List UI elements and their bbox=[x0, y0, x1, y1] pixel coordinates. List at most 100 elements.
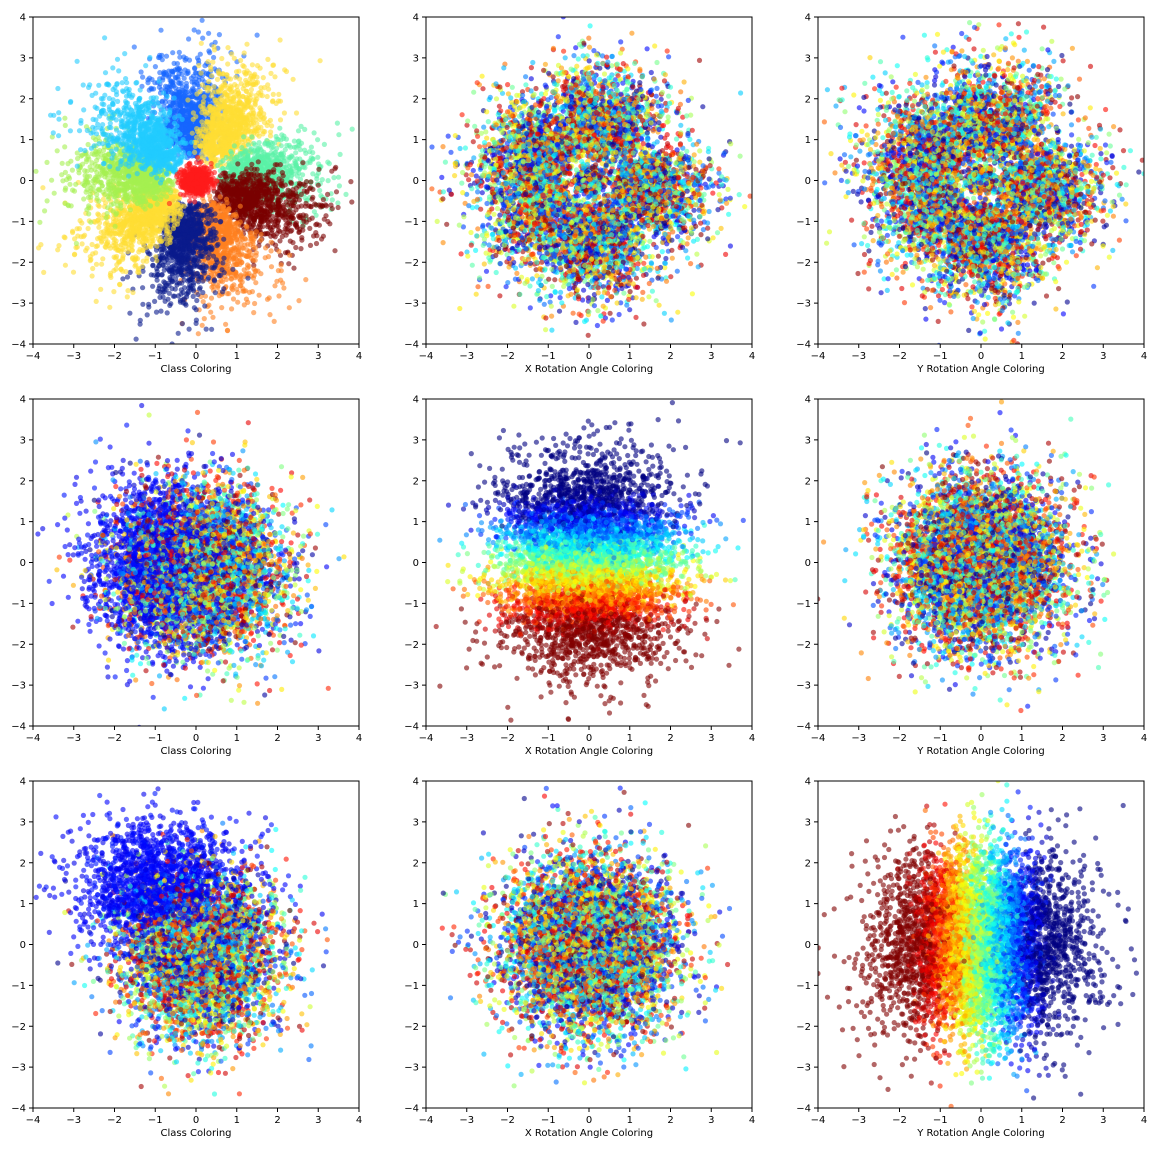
scatter-point bbox=[235, 240, 240, 245]
scatter-point bbox=[238, 58, 243, 63]
scatter-point bbox=[314, 233, 319, 238]
scatter-point bbox=[223, 137, 228, 142]
scatter-point bbox=[192, 150, 197, 155]
scatter-point bbox=[173, 75, 178, 80]
scatter-point bbox=[220, 166, 225, 171]
scatter-point bbox=[303, 183, 308, 188]
scatter-point bbox=[207, 86, 212, 91]
scatter-point bbox=[249, 92, 254, 97]
scatter-point bbox=[273, 243, 278, 248]
scatter-point bbox=[258, 110, 263, 115]
scatter-point bbox=[164, 72, 169, 77]
scatter-point bbox=[230, 247, 235, 252]
scatter-point bbox=[210, 60, 215, 65]
scatter-point bbox=[223, 322, 228, 327]
scatter-point bbox=[229, 197, 234, 202]
scatter-point bbox=[194, 80, 199, 85]
scatter-point bbox=[248, 242, 253, 247]
scatter-point bbox=[393, 164, 398, 169]
scatter-point bbox=[182, 76, 187, 81]
scatter-point bbox=[165, 84, 170, 89]
scatter-point bbox=[200, 290, 205, 295]
scatter-point bbox=[298, 246, 303, 251]
scatter-point bbox=[263, 140, 268, 145]
scatter-point bbox=[303, 204, 308, 209]
scatter-point bbox=[243, 78, 248, 83]
scatter-point bbox=[291, 210, 296, 215]
scatter-point bbox=[245, 124, 250, 129]
scatter-point bbox=[211, 284, 216, 289]
scatter-point bbox=[164, 54, 169, 59]
scatter-point bbox=[242, 236, 247, 241]
scatter-point bbox=[229, 151, 234, 156]
scatter-point bbox=[228, 188, 233, 193]
scatter-point bbox=[186, 36, 191, 41]
scatter-point bbox=[269, 240, 274, 245]
scatter-point bbox=[291, 266, 296, 271]
scatter-point bbox=[265, 82, 270, 87]
scatter-point bbox=[343, 192, 348, 197]
scatter-point bbox=[315, 137, 320, 142]
scatter-point bbox=[196, 63, 201, 68]
scatter-point bbox=[233, 75, 238, 80]
scatter-point bbox=[250, 150, 255, 155]
scatter-point bbox=[335, 121, 340, 126]
scatter-point bbox=[177, 50, 182, 55]
scatter-point bbox=[263, 200, 268, 205]
scatter-point bbox=[285, 203, 290, 208]
scatter-point bbox=[302, 165, 307, 170]
scatter-point bbox=[280, 280, 285, 285]
scatter-point bbox=[255, 33, 260, 38]
scatter-point bbox=[291, 77, 296, 82]
scatter-point bbox=[336, 205, 341, 210]
scatter-point bbox=[193, 70, 198, 75]
scatter-point bbox=[120, 276, 125, 281]
scatter-point bbox=[254, 75, 259, 80]
scatter-point bbox=[303, 277, 308, 282]
scatter-point bbox=[279, 268, 284, 273]
scatter-point bbox=[309, 145, 314, 150]
scatter-point bbox=[229, 155, 234, 160]
scatter-point bbox=[230, 267, 235, 272]
scatter-point bbox=[186, 113, 191, 118]
scatter-point bbox=[244, 297, 249, 302]
scatter-point bbox=[265, 231, 270, 236]
scatter-point bbox=[245, 152, 250, 157]
scatter-point bbox=[232, 143, 237, 148]
scatter-point bbox=[265, 297, 270, 302]
scatter-point bbox=[258, 117, 263, 122]
scatter-point bbox=[261, 75, 266, 80]
scatter-point bbox=[301, 212, 306, 217]
scatter-point bbox=[284, 227, 289, 232]
scatter-point bbox=[202, 144, 207, 149]
scatter-point bbox=[204, 327, 209, 332]
scatter-point bbox=[200, 18, 205, 23]
scatter-point bbox=[195, 292, 200, 297]
scatter-point bbox=[197, 10, 202, 15]
scatter-point bbox=[269, 264, 274, 269]
scatter-point bbox=[278, 117, 283, 122]
scatter-point bbox=[269, 145, 274, 150]
scatter-point bbox=[208, 64, 213, 69]
scatter-point bbox=[255, 167, 260, 172]
scatter-point bbox=[196, 331, 201, 336]
scatter-point bbox=[270, 195, 275, 200]
scatter-point bbox=[221, 118, 226, 123]
scatter-point bbox=[321, 197, 326, 202]
scatter-point bbox=[285, 161, 290, 166]
scatter-point bbox=[229, 306, 234, 311]
scatter-point bbox=[250, 62, 255, 67]
scatter-point bbox=[214, 243, 219, 248]
scatter-point bbox=[177, 93, 182, 98]
scatter-point bbox=[158, 309, 163, 314]
scatter-point bbox=[252, 216, 257, 221]
scatter-point bbox=[211, 44, 216, 49]
scatter-point bbox=[209, 327, 214, 332]
scatter-point bbox=[267, 203, 272, 208]
scatter-point bbox=[182, 127, 187, 132]
scatter-point bbox=[215, 77, 220, 82]
scatter-point bbox=[221, 189, 226, 194]
scatter-point bbox=[337, 183, 342, 188]
scatter-point bbox=[238, 151, 243, 156]
scatter-point bbox=[291, 198, 296, 203]
